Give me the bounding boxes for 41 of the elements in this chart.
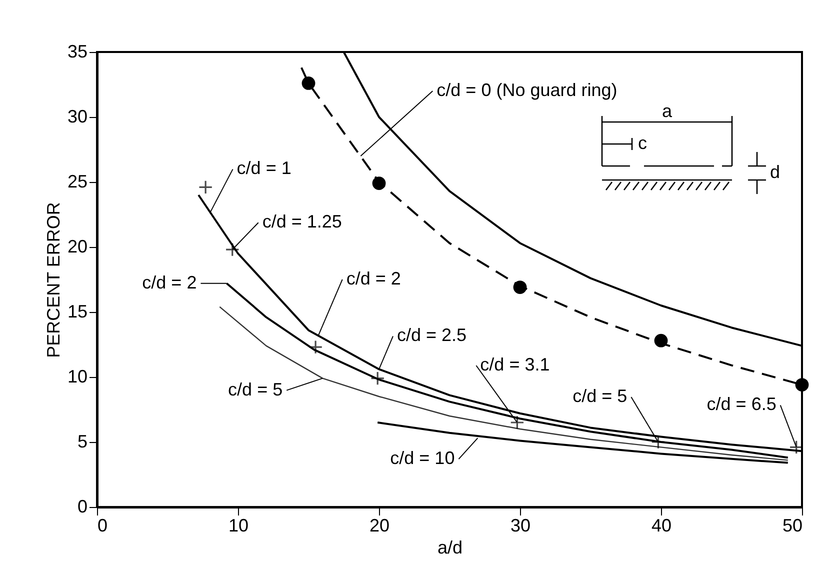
point [510, 415, 524, 430]
annotation: c/d = 5 [228, 379, 283, 400]
y-tick-label: 5 [77, 432, 88, 452]
point [513, 280, 527, 294]
annotation: c/d = 1.25 [262, 212, 342, 232]
x-tick-label: 50 [782, 516, 802, 536]
x-tick-label: 10 [228, 516, 249, 536]
y-axis-title: PERCENT ERROR [43, 202, 64, 358]
y-tick-label: 20 [67, 236, 88, 256]
x-tick-label: 30 [510, 516, 531, 536]
picture-dimension-diagram: a [662, 101, 672, 121]
point [654, 334, 668, 348]
annotation: c/d = 0 (No guard ring) [436, 80, 618, 100]
point [795, 378, 809, 392]
point [198, 180, 213, 194]
point [372, 176, 386, 190]
picture-dimension-diagram: d [770, 162, 780, 182]
annotation: c/d = 1 [236, 158, 292, 178]
annotation: c/d = 2.5 [397, 325, 467, 346]
annotation: c/d = 6.5 [706, 394, 776, 414]
point [302, 76, 316, 90]
point [225, 242, 240, 257]
annotation: c/d = 2 [142, 272, 197, 292]
annotation: c/d = 5 [572, 386, 628, 406]
annotation: c/d = 3.1 [480, 354, 550, 374]
x-axis-title: a/d [437, 538, 463, 558]
x-tick-label: 0 [98, 516, 108, 536]
annotation: c/d = 2 [346, 268, 401, 288]
y-tick-label: 25 [67, 172, 88, 192]
x-tick-label: 20 [369, 516, 390, 536]
x-tick-label: 40 [651, 516, 672, 536]
point [308, 340, 323, 354]
picture-dimension-diagram: c [638, 133, 647, 153]
point [370, 371, 385, 386]
line-series [376, 422, 789, 464]
y-tick-label: 0 [77, 496, 88, 516]
y-tick-label: 30 [67, 106, 88, 126]
y-tick-label: 10 [67, 366, 88, 386]
annotation: c/d = 10 [390, 448, 455, 468]
y-tick-label: 15 [67, 302, 88, 322]
y-tick-label: 35 [67, 42, 88, 62]
